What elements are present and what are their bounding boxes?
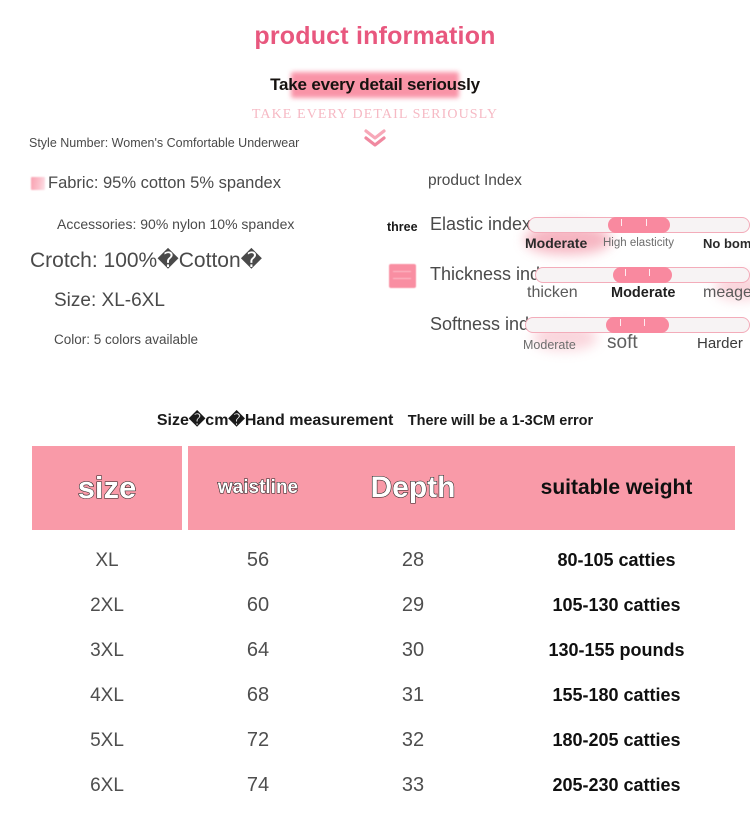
cell-waistline: 60 [246, 594, 270, 616]
thickness-scale-labels: thicken Moderate meager [515, 284, 750, 310]
cell-depth: 31 [401, 684, 425, 706]
cell-waistline: 64 [246, 639, 270, 661]
scale-label-high: meager [703, 284, 750, 301]
cell-weight: 205-230 catties [552, 775, 681, 795]
slider-tick [645, 219, 647, 226]
slogan-subtitle: TAKE EVERY DETAIL SERIOUSLY [251, 107, 499, 122]
scale-label-mid: soft [607, 332, 638, 353]
scale-label-low: Moderate [523, 338, 576, 352]
cell-size: 4XL [90, 685, 124, 706]
slider-tick [625, 269, 627, 276]
cell-weight: 180-205 catties [552, 730, 681, 750]
product-index-title: product Index [428, 172, 522, 189]
thickness-index-slider[interactable] [535, 267, 750, 283]
table-row: 4XL 68 31 155-180 catties [0, 673, 750, 718]
slider-fill [612, 267, 673, 283]
slider-tick [619, 319, 621, 326]
table-header-block-size [32, 446, 182, 530]
scale-label-mid: High elasticity [603, 237, 674, 249]
scale-label-mid: Moderate [611, 285, 676, 301]
table-header-depth: Depth [328, 446, 498, 530]
cell-waistline: 68 [246, 684, 270, 706]
cell-size: 3XL [90, 640, 124, 661]
size-note-main: Size�cm�Hand measurement [156, 412, 394, 429]
cell-size: 5XL [90, 730, 124, 751]
scale-label-high: Harder [697, 335, 743, 352]
scale-label-low: Moderate [525, 235, 588, 251]
table-header-waistline: waistline [188, 446, 328, 530]
spec-accessories: Accessories: 90% nylon 10% spandex [57, 216, 295, 232]
index-label-softness: Softness index: [430, 314, 554, 334]
table-header-weight-label: suitable weight [540, 476, 693, 499]
table-header-block-measurements [188, 446, 735, 530]
cell-size: 2XL [90, 595, 124, 616]
table-row: 2XL 60 29 105-130 catties [0, 583, 750, 628]
page-title: product information [254, 22, 496, 50]
table-header-waistline-label: waistline [217, 476, 299, 498]
cell-weight: 130-155 pounds [548, 640, 685, 660]
table-header-size: size [32, 446, 182, 530]
index-label-elastic: Elastic index: [430, 214, 537, 234]
index-row-elastic: three Elastic index: Moderate High elast… [385, 212, 750, 264]
cell-depth: 29 [401, 594, 425, 616]
elastic-index-slider[interactable] [528, 217, 750, 233]
cell-weight: 155-180 catties [552, 685, 681, 705]
slogan-highlight-bar [291, 72, 459, 98]
slider-tick [644, 319, 646, 326]
slider-fill [606, 317, 669, 333]
table-row: XL 56 28 80-105 catties [0, 538, 750, 583]
cell-depth: 32 [401, 729, 425, 751]
index-row-thickness: Thickness index: thicken Moderate meager [385, 262, 750, 314]
table-header-suitable-weight: suitable weight [498, 446, 735, 530]
slider-fill [608, 217, 670, 233]
softness-scale-labels: Moderate soft Harder [515, 332, 750, 360]
table-row: 6XL 74 33 205-230 catties [0, 763, 750, 808]
cell-weight: 80-105 catties [557, 550, 676, 570]
spec-style-number: Style Number: Women's Comfortable Underw… [29, 136, 300, 150]
cell-weight: 105-130 catties [552, 595, 681, 615]
scale-label-low: thicken [527, 284, 578, 301]
pink-fabric-square-icon [389, 264, 416, 288]
chevron-double-down-icon [0, 128, 750, 150]
softness-index-slider[interactable] [525, 317, 750, 333]
spec-fabric: Fabric: 95% cotton 5% spandex [48, 174, 281, 192]
table-header-size-label: size [77, 469, 137, 505]
cell-waistline: 56 [246, 549, 270, 571]
size-note-error: There will be a 1-3CM error [407, 413, 594, 429]
cell-waistline: 74 [246, 774, 270, 796]
cell-depth: 33 [401, 774, 425, 796]
slogan-banner: Take every detail seriously [0, 70, 750, 102]
spec-crotch: Crotch: 100%�Cotton� [30, 249, 263, 272]
index-label-thickness: Thickness index: [430, 264, 565, 284]
slider-tick [648, 269, 650, 276]
spec-color: Color: 5 colors available [54, 332, 199, 347]
size-table-note: Size�cm�Hand measurement There will be a… [0, 410, 750, 430]
pink-square-marker-icon [31, 177, 45, 190]
cell-depth: 28 [401, 549, 425, 571]
table-row: 3XL 64 30 130-155 pounds [0, 628, 750, 673]
three-label: three [387, 220, 418, 234]
cell-waistline: 72 [246, 729, 270, 751]
elastic-scale-labels: Moderate High elasticity No bombs [515, 234, 750, 260]
scale-label-high: No bombs [703, 236, 750, 251]
slider-tick [621, 219, 623, 226]
cell-size: 6XL [90, 775, 124, 796]
table-row: 5XL 72 32 180-205 catties [0, 718, 750, 763]
cell-size: XL [95, 550, 119, 571]
cell-depth: 30 [401, 639, 425, 661]
spec-size-range: Size: XL-6XL [54, 290, 165, 311]
product-index-rows: three Elastic index: Moderate High elast… [385, 212, 750, 372]
slogan-text: Take every detail seriously [270, 75, 480, 94]
table-header-depth-label: Depth [370, 470, 456, 504]
index-row-softness: Softness index: Moderate soft Harder [385, 312, 750, 364]
